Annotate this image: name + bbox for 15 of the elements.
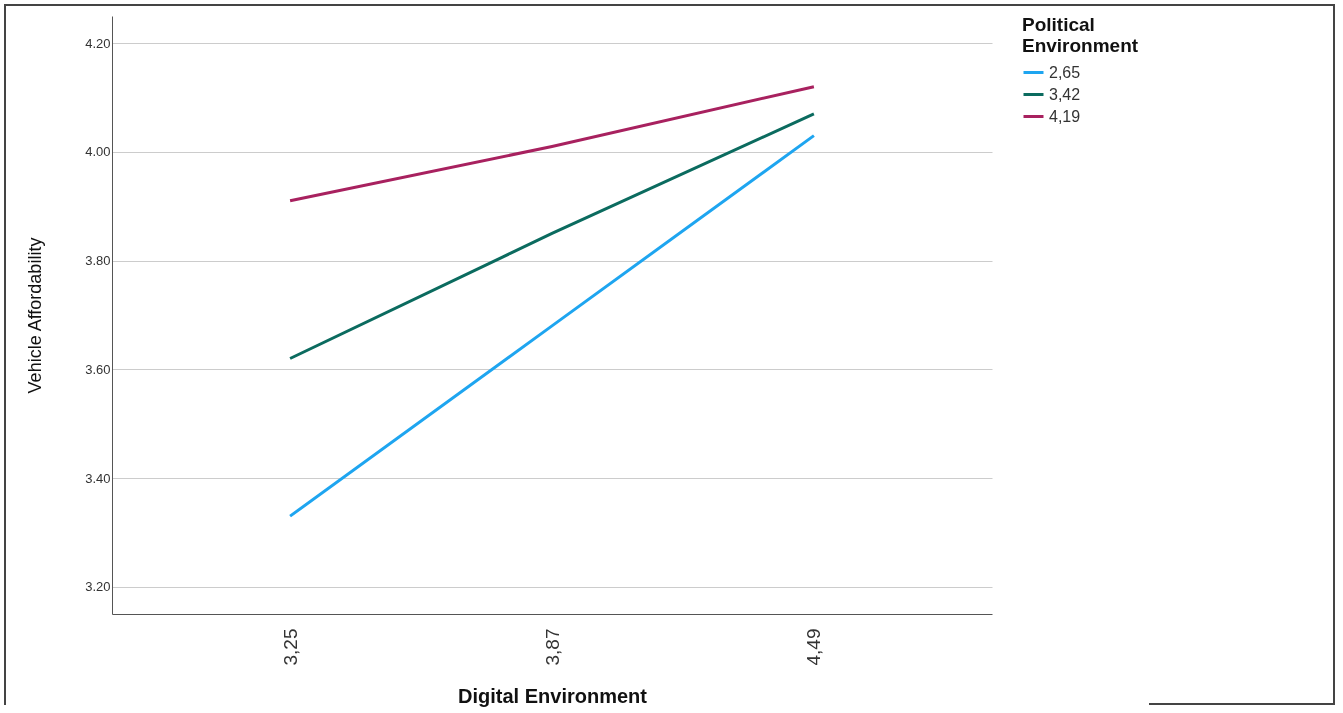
y-tick-label: 3.20	[85, 579, 111, 595]
y-axis-title: Vehicle Affordability	[25, 237, 46, 394]
legend-title: Political Environment	[1022, 14, 1139, 56]
x-axis-title: Digital Environment	[458, 685, 648, 708]
legend-label: 2,65	[1049, 63, 1081, 81]
x-tick-label: 3,87	[541, 628, 563, 666]
legend-label: 3,42	[1049, 85, 1081, 103]
y-tick-label: 3.40	[85, 470, 111, 486]
x-tick-label: 4,49	[803, 628, 825, 666]
y-tick-label: 3.80	[85, 253, 111, 269]
y-tick-label: 4.20	[85, 35, 111, 51]
legend-label: 4,19	[1049, 107, 1081, 125]
y-tick-label: 3.60	[85, 361, 111, 377]
y-tick-label: 4.00	[85, 144, 111, 160]
x-tick-label: 3,25	[279, 628, 301, 666]
